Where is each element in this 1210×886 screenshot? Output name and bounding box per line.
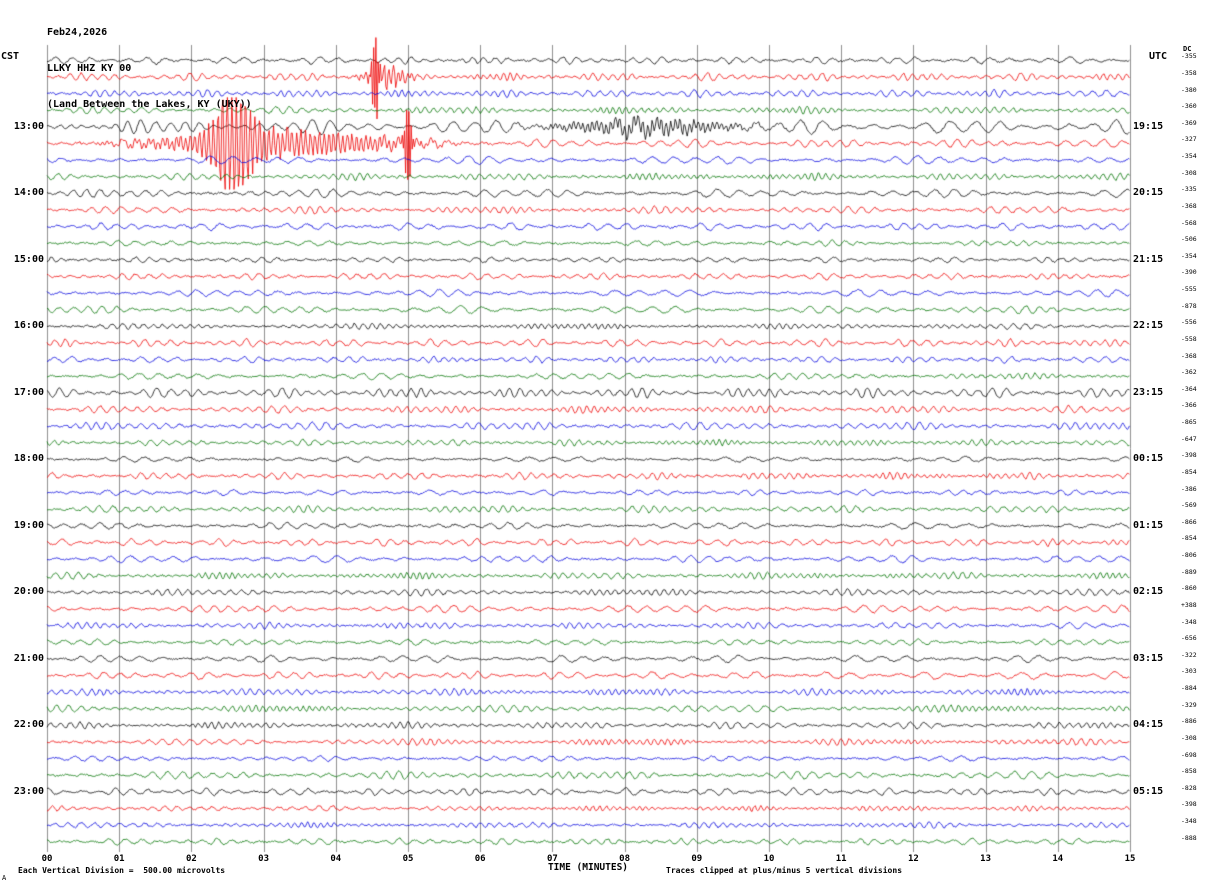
dc-value: -322 xyxy=(1181,650,1197,659)
right-time-label: 02:15 xyxy=(1133,586,1164,598)
dc-value: -860 xyxy=(1181,584,1197,593)
dc-value: -355 xyxy=(1181,52,1197,61)
dc-value: -380 xyxy=(1181,85,1197,94)
minute-tick-label: 12 xyxy=(907,854,919,864)
dc-value: -368 xyxy=(1181,351,1197,360)
footnote-clipping: Traces clipped at plus/minus 5 vertical … xyxy=(666,866,903,875)
x-axis-title: TIME (MINUTES) xyxy=(547,862,629,873)
right-time-label: 03:15 xyxy=(1133,652,1164,664)
right-time-label: 19:15 xyxy=(1133,120,1164,132)
dc-value: -854 xyxy=(1181,467,1197,476)
left-time-label: 20:00 xyxy=(13,586,44,598)
minute-tick-label: 08 xyxy=(619,854,631,864)
right-time-label: 05:15 xyxy=(1133,785,1164,797)
minute-tick-label: 02 xyxy=(185,854,197,864)
dc-value: -647 xyxy=(1181,434,1197,443)
left-time-label: 14:00 xyxy=(13,187,44,199)
dc-value: -360 xyxy=(1181,102,1197,111)
dc-value: -866 xyxy=(1181,517,1197,526)
dc-value: -828 xyxy=(1181,783,1197,792)
left-time-label: 23:00 xyxy=(13,785,44,797)
dc-value: -398 xyxy=(1181,800,1197,809)
dc-value: -362 xyxy=(1181,368,1197,377)
dc-value: -386 xyxy=(1181,484,1197,493)
right-time-label: 21:15 xyxy=(1133,253,1164,265)
left-time-label: 18:00 xyxy=(13,453,44,465)
minute-tick-label: 03 xyxy=(258,854,270,864)
left-time-label: 19:00 xyxy=(13,519,44,531)
dc-value: -308 xyxy=(1181,733,1197,742)
header: Feb24,2026 LLKY HHZ KY 00 (Land Between … xyxy=(47,3,252,135)
dc-value: -308 xyxy=(1181,168,1197,177)
left-time-label: 21:00 xyxy=(13,652,44,664)
left-time-label: 15:00 xyxy=(13,253,44,265)
dc-value: -335 xyxy=(1181,185,1197,194)
dc-value: -303 xyxy=(1181,667,1197,676)
dc-value: -327 xyxy=(1181,135,1197,144)
dc-value: -806 xyxy=(1181,551,1197,560)
dc-value: -364 xyxy=(1181,384,1197,393)
dc-value: -884 xyxy=(1181,684,1197,693)
dc-value: -568 xyxy=(1181,218,1197,227)
minute-tick-label: 11 xyxy=(835,854,847,864)
right-time-label: 01:15 xyxy=(1133,519,1164,531)
dc-value: -390 xyxy=(1181,268,1197,277)
dc-offset-header: DC xyxy=(1183,45,1192,53)
dc-value: -555 xyxy=(1181,285,1197,294)
minute-tick-label: 15 xyxy=(1124,854,1136,864)
station-name-label: (Land Between the Lakes, KY (UKY)) xyxy=(47,99,252,110)
footnote-vertical-division: Each Vertical Division = 500.00 microvol… xyxy=(18,866,226,875)
minute-tick-label: 04 xyxy=(330,854,342,864)
dc-value: -348 xyxy=(1181,617,1197,626)
minute-tick-label: 01 xyxy=(113,854,125,864)
dc-value: -888 xyxy=(1181,833,1197,842)
left-time-label: 22:00 xyxy=(13,719,44,731)
dc-value: -348 xyxy=(1181,817,1197,826)
minute-tick-label: 06 xyxy=(474,854,486,864)
dc-value: -656 xyxy=(1181,634,1197,643)
dc-value: -354 xyxy=(1181,152,1197,161)
right-time-label: 20:15 xyxy=(1133,187,1164,199)
minute-tick-label: 10 xyxy=(763,854,775,864)
dc-value: -858 xyxy=(1181,767,1197,776)
right-time-label: 04:15 xyxy=(1133,719,1164,731)
timezone-right-label: UTC xyxy=(1149,51,1168,62)
dc-value: +388 xyxy=(1181,600,1197,609)
timezone-left-label: CST xyxy=(1,51,20,62)
dc-value: -354 xyxy=(1181,251,1197,260)
dc-value: -556 xyxy=(1181,318,1197,327)
dc-value: -329 xyxy=(1181,700,1197,709)
date-label: Feb24,2026 xyxy=(47,27,108,38)
dc-value: -368 xyxy=(1181,201,1197,210)
dc-value: -398 xyxy=(1181,451,1197,460)
minute-tick-label: 13 xyxy=(980,854,992,864)
dc-value: -878 xyxy=(1181,301,1197,310)
minute-tick-label: 07 xyxy=(546,854,558,864)
dc-value: -366 xyxy=(1181,401,1197,410)
minute-tick-label: 00 xyxy=(41,854,53,864)
left-time-label: 13:00 xyxy=(13,120,44,132)
dc-value: -886 xyxy=(1181,717,1197,726)
corner-mark: A xyxy=(2,874,7,882)
left-time-label: 16:00 xyxy=(13,320,44,332)
dc-value: -865 xyxy=(1181,418,1197,427)
right-time-label: 00:15 xyxy=(1133,453,1164,465)
minute-tick-label: 09 xyxy=(691,854,703,864)
minute-tick-label: 05 xyxy=(402,854,414,864)
right-time-label: 22:15 xyxy=(1133,320,1164,332)
dc-value: -569 xyxy=(1181,501,1197,510)
dc-value: -698 xyxy=(1181,750,1197,759)
minute-tick-label: 14 xyxy=(1052,854,1064,864)
dc-value: -358 xyxy=(1181,68,1197,77)
dc-value: -889 xyxy=(1181,567,1197,576)
right-time-label: 23:15 xyxy=(1133,386,1164,398)
dc-value: -558 xyxy=(1181,334,1197,343)
dc-value: -854 xyxy=(1181,534,1197,543)
dc-value: -369 xyxy=(1181,118,1197,127)
left-time-label: 17:00 xyxy=(13,386,44,398)
dc-value: -506 xyxy=(1181,235,1197,244)
station-code-label: LLKY HHZ KY 00 xyxy=(47,63,132,74)
